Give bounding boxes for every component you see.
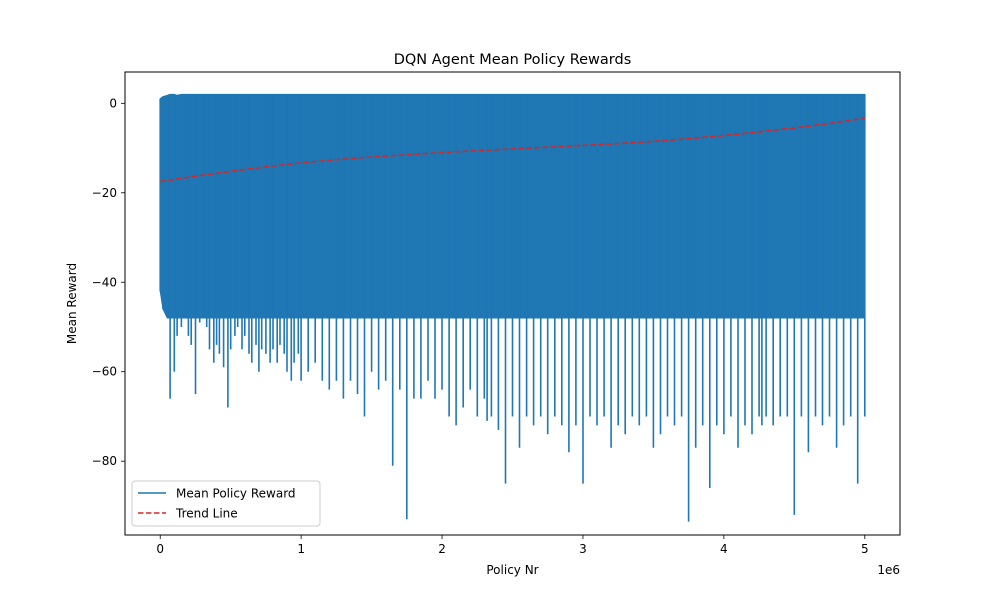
plot-area: [159, 93, 866, 522]
x-tick-label: 3: [579, 542, 587, 556]
legend-label-mean-policy-reward: Mean Policy Reward: [176, 487, 296, 501]
chart-title: DQN Agent Mean Policy Rewards: [394, 52, 632, 68]
x-axis-offset-label: 1e6: [877, 563, 900, 577]
x-tick-label: 2: [438, 542, 446, 556]
x-tick-label: 5: [861, 542, 869, 556]
x-axis-label: Policy Nr: [486, 563, 538, 577]
legend: Mean Policy Reward Trend Line: [131, 480, 321, 527]
series-trend-line: [160, 117, 865, 183]
x-axis: 0 1 2 3 4 5: [156, 535, 869, 556]
x-tick-label: 0: [156, 542, 164, 556]
plot-frame: [124, 71, 901, 536]
y-axis-label: Mean Reward: [65, 263, 79, 344]
y-axis: 0 −20 −40 −60 −80: [92, 96, 125, 468]
legend-label-trend-line: Trend Line: [175, 507, 238, 521]
y-tick-label: −40: [92, 275, 117, 289]
x-tick-label: 4: [720, 542, 728, 556]
x-tick-label: 1: [297, 542, 305, 556]
y-tick-label: −20: [92, 186, 117, 200]
y-tick-label: −60: [92, 365, 117, 379]
y-tick-label: 0: [109, 96, 117, 110]
legend-box: [131, 480, 321, 527]
y-tick-label: −80: [92, 454, 117, 468]
